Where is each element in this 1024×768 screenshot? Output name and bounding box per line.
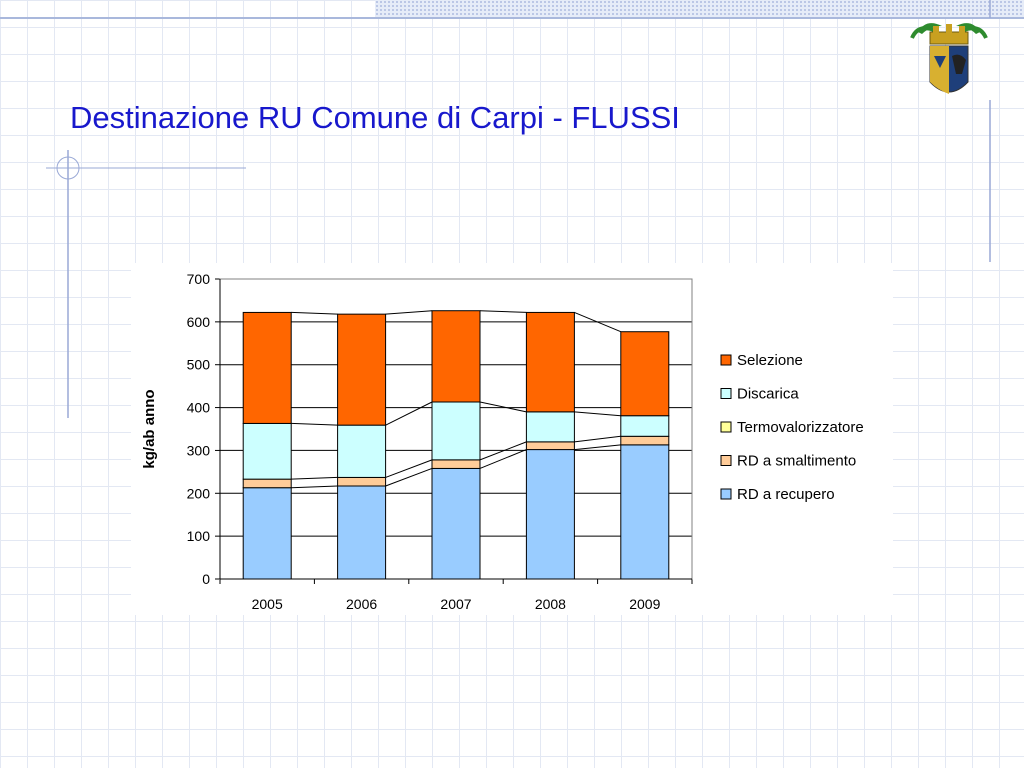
series-connector-line [385, 310, 433, 315]
stacked-bar-chart: 0 100 200 300 400 500 600 700 2005 2006 2007 2008 20… [141, 271, 864, 612]
bar-segment [242, 478, 292, 489]
series-connector-line [385, 401, 433, 426]
series-connector-line [479, 310, 527, 313]
slide-title: Destinazione RU Comune di Carpi - FLUSSI [70, 100, 680, 135]
x-tick-label: 2008 [535, 596, 566, 612]
bar-segment [431, 310, 481, 403]
y-tick-label: 600 [187, 314, 211, 330]
legend-label: Termovalorizzatore [737, 419, 864, 436]
bar-segment [337, 313, 387, 426]
y-tick-label: 500 [187, 357, 211, 373]
y-tick-label: 300 [187, 442, 211, 458]
series-connector-line [385, 459, 433, 478]
y-tick-label: 0 [202, 571, 210, 587]
bar-segment [620, 444, 670, 580]
bar-segment [525, 411, 575, 443]
y-tick-label: 200 [187, 485, 211, 501]
legend-swatch [720, 388, 732, 399]
bar-segment [525, 311, 575, 413]
series-connector-line [291, 311, 338, 315]
bar-segment [337, 424, 387, 478]
y-tick-label: 700 [187, 271, 211, 287]
bar-segment [620, 331, 670, 417]
legend-label: Selezione [737, 352, 803, 369]
bar-segment [431, 459, 481, 469]
x-tick-label: 2005 [252, 596, 283, 612]
series-connector-line [574, 444, 621, 451]
bar-segment [242, 311, 292, 424]
y-tick-label: 100 [187, 528, 211, 544]
bar-segment [431, 467, 481, 580]
y-axis-title: kg/ab anno [141, 389, 158, 468]
bar-segment [242, 487, 292, 580]
legend-swatch [720, 354, 732, 366]
province-coat-of-arms-icon [910, 23, 988, 94]
legend-swatch [720, 455, 732, 466]
x-tick-label: 2009 [629, 596, 660, 612]
bar-segment [525, 441, 575, 451]
legend-swatch [720, 488, 732, 500]
series-connector-line [479, 401, 527, 413]
x-tick-label: 2007 [440, 596, 471, 612]
legend-label: Discarica [737, 386, 799, 403]
bar-segment [242, 422, 292, 480]
top-decorative-band [375, 0, 1024, 17]
series-connector-line [291, 485, 338, 489]
series-connector-line [385, 467, 433, 487]
bar-segment [620, 415, 670, 437]
series-connector-line [574, 411, 621, 417]
series-connector-line [479, 441, 527, 461]
series-connector-line [291, 422, 338, 426]
legend-label: RD a recupero [737, 486, 835, 503]
bar-segment [337, 476, 387, 487]
bar-segment [620, 435, 670, 446]
bar-segment [431, 401, 481, 461]
top-decorative-line [0, 17, 1024, 19]
series-connector-line [479, 449, 527, 469]
series-connector-line [574, 435, 621, 443]
x-tick-label: 2006 [346, 596, 377, 612]
series-connector-line [291, 476, 338, 480]
legend-label: RD a smaltimento [737, 453, 856, 470]
y-tick-label: 400 [187, 400, 211, 416]
legend-swatch [720, 421, 732, 433]
bar-segment [337, 485, 387, 580]
series-connector-line [574, 311, 621, 333]
bar-segment [525, 449, 575, 580]
